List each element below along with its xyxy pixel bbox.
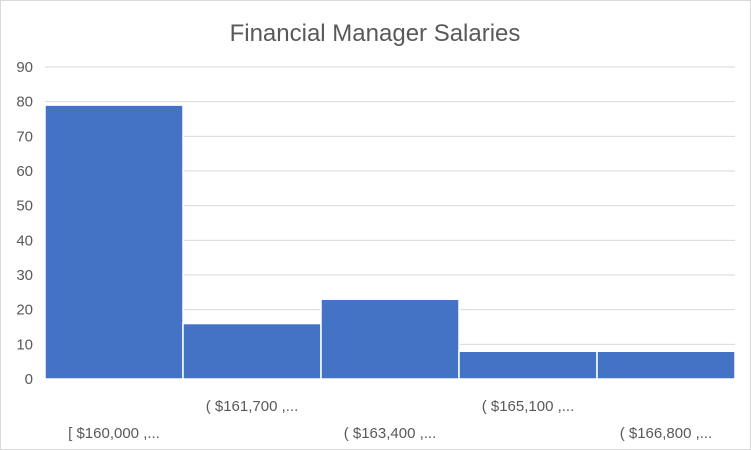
- histogram-bar: [44, 104, 184, 380]
- y-tick-label: 90: [16, 59, 33, 76]
- y-tick-label: 50: [16, 198, 33, 215]
- histogram-bar: [596, 350, 736, 380]
- y-tick-label: 40: [16, 232, 33, 249]
- y-tick-label: 80: [16, 94, 33, 111]
- x-category-label: ( $166,800 ,...: [620, 425, 713, 442]
- x-axis-category-labels: [ $160,000 ,... ( $161,700 ,... ( $163,400…: [68, 398, 712, 442]
- x-category-label: ( $163,400 ,...: [344, 425, 437, 442]
- chart-title: Financial Manager Salaries: [230, 20, 521, 47]
- y-tick-label: 60: [16, 163, 33, 180]
- y-tick-label: 30: [16, 267, 33, 284]
- x-category-label: [ $160,000 ,...: [68, 425, 160, 442]
- y-axis-tick-labels: 0 10 20 30 40 50 60 70 80 90: [16, 59, 33, 388]
- histogram-bar: [320, 298, 460, 380]
- y-tick-label: 70: [16, 128, 33, 145]
- bars: [44, 104, 736, 380]
- y-tick-label: 0: [25, 371, 33, 388]
- y-tick-label: 10: [16, 336, 33, 353]
- histogram-bar: [182, 322, 322, 380]
- x-category-label: ( $161,700 ,...: [206, 398, 299, 415]
- x-category-label: ( $165,100 ,...: [482, 398, 575, 415]
- histogram-bar: [458, 350, 598, 380]
- y-tick-label: 20: [16, 302, 33, 319]
